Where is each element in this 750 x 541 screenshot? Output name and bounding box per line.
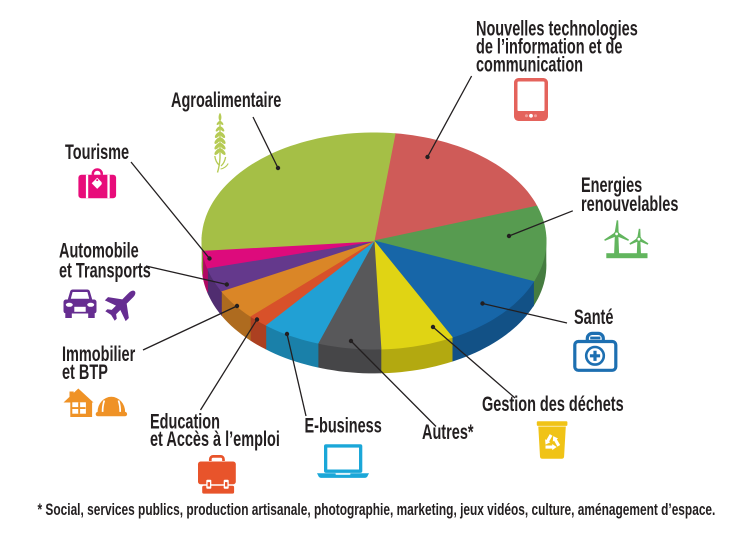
svg-text:et Accès à l’emploi: et Accès à l’emploi [150,427,280,450]
svg-text:Agroalimentaire: Agroalimentaire [171,88,281,111]
svg-text:de l’information et de: de l’information et de [476,35,622,58]
svg-text:Autres*: Autres* [422,420,474,443]
svg-text:* Social, services publics, pr: * Social, services publics, production a… [38,501,716,519]
svg-text:communication: communication [476,53,583,76]
svg-text:Tourisme: Tourisme [65,140,129,163]
svg-text:et Transports: et Transports [59,259,151,282]
svg-text:Automobile: Automobile [59,239,139,262]
svg-text:Nouvelles technologies: Nouvelles technologies [476,17,638,40]
svg-text:Santé: Santé [574,305,613,328]
svg-text:Gestion des déchets: Gestion des déchets [482,392,624,415]
svg-text:E-business: E-business [305,414,382,437]
svg-text:et BTP: et BTP [62,360,108,383]
svg-text:Energies: Energies [581,173,642,196]
svg-text:renouvelables: renouvelables [581,192,678,215]
svg-text:Immobilier: Immobilier [62,342,135,365]
svg-text:Education: Education [150,410,220,433]
